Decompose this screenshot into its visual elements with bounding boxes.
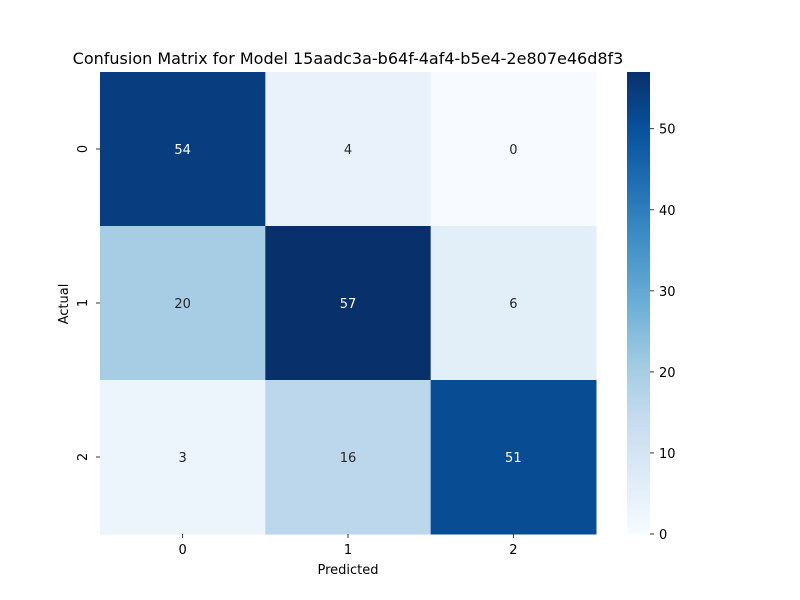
x-tick-label: 0	[179, 543, 187, 558]
heatmap-cell-r0-c2	[430, 72, 597, 227]
colorbar-tick-label: 20	[659, 366, 676, 381]
heatmap-cell-labels: 54 4 0 20 57 6 3 16 51	[174, 143, 521, 466]
heatmap-cell-r1-c2	[430, 226, 597, 381]
colorbar-tick-label: 30	[659, 285, 676, 300]
heatmap-cell-r1-c1	[265, 226, 432, 381]
x-tick-label: 1	[344, 543, 352, 558]
y-tick-label: 2	[76, 453, 91, 461]
colorbar-tick-label: 10	[659, 447, 676, 462]
colorbar-gradient-bar	[627, 72, 650, 534]
heatmap-cell-r0-c0	[100, 72, 266, 227]
heatmap-cell-r2-c2	[430, 380, 597, 535]
cell-value-r2-c1: 16	[340, 451, 357, 466]
heatmap-cell-r1-c0	[100, 226, 266, 381]
colorbar: 0 10 20 30 40 50	[627, 72, 676, 543]
colorbar-tick-label: 40	[659, 204, 676, 219]
cell-value-r1-c2: 6	[509, 297, 517, 312]
heatmap-cell-r0-c1	[265, 72, 432, 227]
cell-value-r2-c0: 3	[179, 451, 187, 466]
cell-value-r1-c0: 20	[174, 297, 191, 312]
cell-value-r0-c1: 4	[344, 143, 352, 158]
cell-value-r0-c0: 54	[174, 143, 191, 158]
y-tick-label: 1	[76, 299, 91, 307]
colorbar-tick-label: 0	[659, 528, 667, 543]
cell-value-r1-c1: 57	[340, 297, 357, 312]
y-tick-label: 0	[76, 145, 91, 153]
chart-title: Confusion Matrix for Model 15aadc3a-b64f…	[73, 49, 624, 68]
x-axis-label: Predicted	[317, 563, 378, 578]
y-axis: 0 1 2	[76, 145, 100, 461]
cell-value-r2-c2: 51	[505, 451, 522, 466]
heatmap-cells	[100, 72, 597, 535]
heatmap-cell-r2-c0	[100, 380, 266, 535]
y-axis-label: Actual	[57, 284, 72, 325]
heatmap-cell-r2-c1	[265, 380, 432, 535]
colorbar-tick-label: 50	[659, 123, 676, 138]
cell-value-r0-c2: 0	[509, 143, 517, 158]
x-tick-label: 2	[509, 543, 517, 558]
x-axis: 0 1 2	[179, 534, 517, 558]
